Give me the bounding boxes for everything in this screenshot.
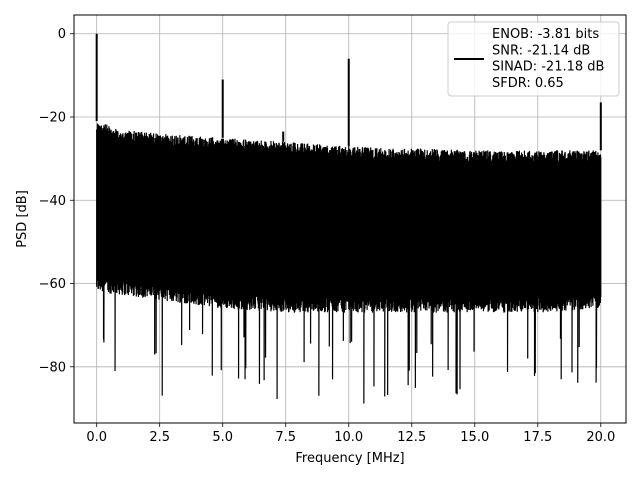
x-axis-label: Frequency [MHz]	[295, 451, 404, 466]
legend-line-sfdr: SFDR: 0.65	[492, 76, 564, 91]
y-tick-label: −40	[39, 194, 66, 209]
x-tick-label: 12.5	[397, 430, 426, 445]
x-tick-label: 7.5	[275, 430, 296, 445]
psd-series	[95, 33, 602, 404]
x-tick-label: 0.0	[86, 430, 107, 445]
x-tick-label: 2.5	[149, 430, 170, 445]
psd-noise-trace	[96, 123, 602, 404]
y-axis-label: PSD [dB]	[15, 190, 30, 248]
y-tick-label: −80	[39, 360, 66, 375]
legend-line-snr: SNR: -21.14 dB	[492, 43, 590, 58]
y-tick-label: −20	[39, 111, 66, 126]
axes-frame	[73, 14, 627, 424]
legend-line-enob: ENOB: -3.81 bits	[492, 27, 599, 42]
y-tick-label: 0	[58, 27, 66, 42]
x-tick-label: 17.5	[523, 430, 552, 445]
axis-ticks: 0.0 2.5 5.0 7.5 10.0 12.5 15.0 17.5 20.0 0 −20 −40 −…	[39, 27, 616, 445]
x-tick-label: 15.0	[460, 430, 489, 445]
x-tick-label: 10.0	[334, 430, 363, 445]
y-tick-label: −60	[39, 277, 66, 292]
legend-box	[447, 21, 620, 97]
legend: ENOB: -3.81 bits SNR: -21.14 dB SINAD: -…	[447, 21, 620, 97]
x-tick-label: 5.0	[212, 430, 233, 445]
x-tick-label: 20.0	[586, 430, 615, 445]
legend-line-sinad: SINAD: -21.18 dB	[492, 60, 604, 75]
